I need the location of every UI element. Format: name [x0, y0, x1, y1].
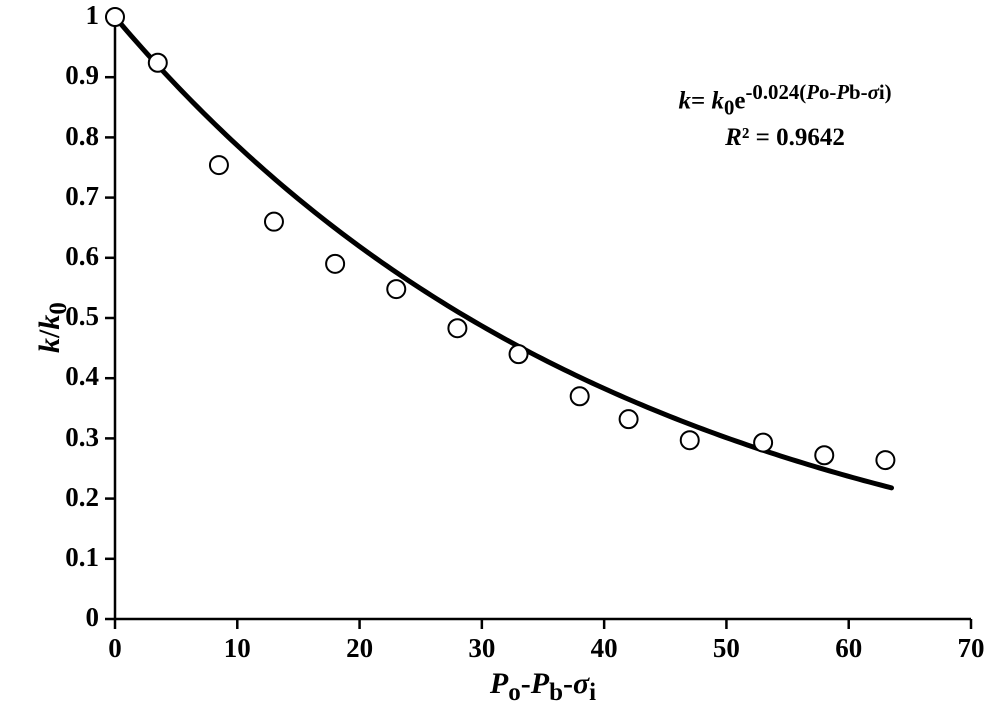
y-tick-label: 0.1 [65, 542, 99, 573]
y-tick-label: 0 [86, 602, 100, 633]
r-squared-text: R² = 0.9642 [605, 121, 965, 155]
x-tick-label: 0 [85, 633, 145, 664]
equation-text: k= k0e-0.024(Po-Pb-σi) [605, 78, 965, 121]
y-tick-label: 0.6 [65, 241, 99, 272]
y-tick-label: 0.4 [65, 361, 99, 392]
data-point [620, 410, 638, 428]
data-point [571, 387, 589, 405]
y-tick-label: 0.2 [65, 482, 99, 513]
y-tick-label: 0.7 [65, 181, 99, 212]
x-tick-label: 30 [452, 633, 512, 664]
y-tick-label: 0.5 [65, 301, 99, 332]
chart-container: k/k0 Po-Pb-σi k= k0e-0.024(Po-Pb-σi) R² … [0, 0, 1000, 711]
data-point [754, 434, 772, 452]
x-tick-label: 60 [819, 633, 879, 664]
data-point [876, 451, 894, 469]
fit-equation-annotation: k= k0e-0.024(Po-Pb-σi) R² = 0.9642 [605, 78, 965, 155]
x-tick-label: 40 [574, 633, 634, 664]
y-tick-label: 0.8 [65, 121, 99, 152]
x-tick-label: 10 [207, 633, 267, 664]
data-point [510, 345, 528, 363]
data-point [265, 213, 283, 231]
data-point [448, 319, 466, 337]
data-point [106, 8, 124, 26]
y-tick-label: 0.3 [65, 422, 99, 453]
data-point [387, 280, 405, 298]
y-tick-label: 0.9 [65, 60, 99, 91]
data-point [326, 255, 344, 273]
data-point [149, 54, 167, 72]
data-point [681, 431, 699, 449]
x-axis-label: Po-Pb-σi [443, 667, 643, 707]
data-point [210, 156, 228, 174]
x-tick-label: 50 [696, 633, 756, 664]
y-tick-label: 1 [86, 0, 100, 31]
data-point [815, 446, 833, 464]
x-tick-label: 20 [330, 633, 390, 664]
x-tick-label: 70 [941, 633, 1000, 664]
